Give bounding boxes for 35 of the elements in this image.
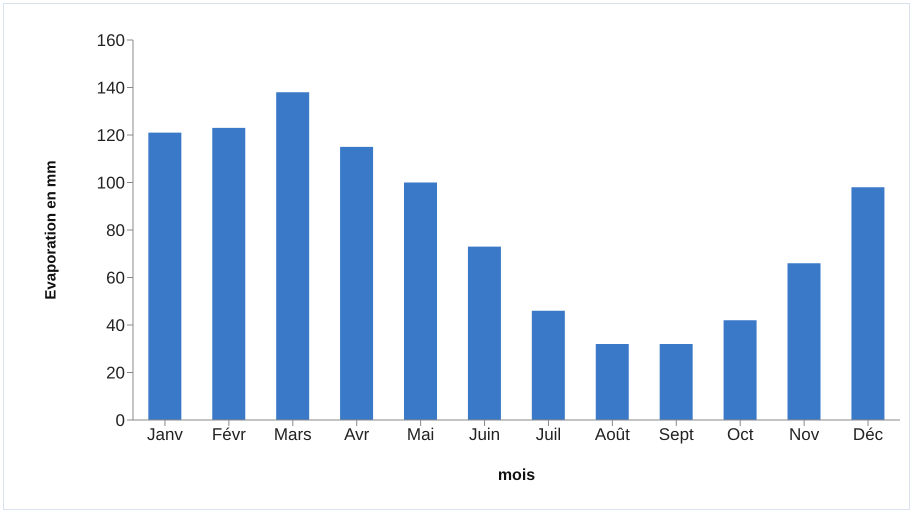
bar xyxy=(340,146,374,420)
bar xyxy=(660,344,693,420)
y-tick-label: 80 xyxy=(106,221,125,240)
y-tick-label: 120 xyxy=(96,126,125,146)
bar xyxy=(851,187,884,420)
x-axis-title: mois xyxy=(498,467,536,484)
bar xyxy=(596,344,629,420)
bar xyxy=(276,92,310,420)
x-tick-label: Nov xyxy=(789,425,820,444)
y-axis-title: Evaporation en mm xyxy=(42,160,60,300)
y-tick-label: 60 xyxy=(106,268,125,288)
y-tick-label: 0 xyxy=(116,411,125,430)
x-tick-label: Oct xyxy=(726,425,754,444)
bar xyxy=(404,182,438,420)
x-tick-label: Févr xyxy=(212,425,246,444)
x-tick-label: Mars xyxy=(274,425,312,444)
x-tick-label: Déc xyxy=(852,425,884,444)
bar xyxy=(788,263,821,420)
y-tick-label: 20 xyxy=(106,364,125,383)
y-tick-label: 160 xyxy=(96,31,125,50)
y-tick-label: 140 xyxy=(96,78,125,98)
bar xyxy=(148,132,182,420)
x-tick-label: Avr xyxy=(344,425,370,444)
x-tick-label: Juil xyxy=(536,425,562,444)
x-tick-label: Mai xyxy=(406,425,434,444)
bar xyxy=(724,320,757,420)
x-tick-label: Août xyxy=(594,425,630,444)
y-tick-label: 40 xyxy=(106,316,125,336)
bar xyxy=(212,128,246,420)
x-tick-label: Sept xyxy=(658,425,694,444)
x-tick-label: Juin xyxy=(468,425,500,444)
bar xyxy=(468,246,501,420)
bar xyxy=(532,310,565,420)
y-tick-label: 100 xyxy=(96,174,125,193)
x-tick-label: Janv xyxy=(146,425,184,444)
